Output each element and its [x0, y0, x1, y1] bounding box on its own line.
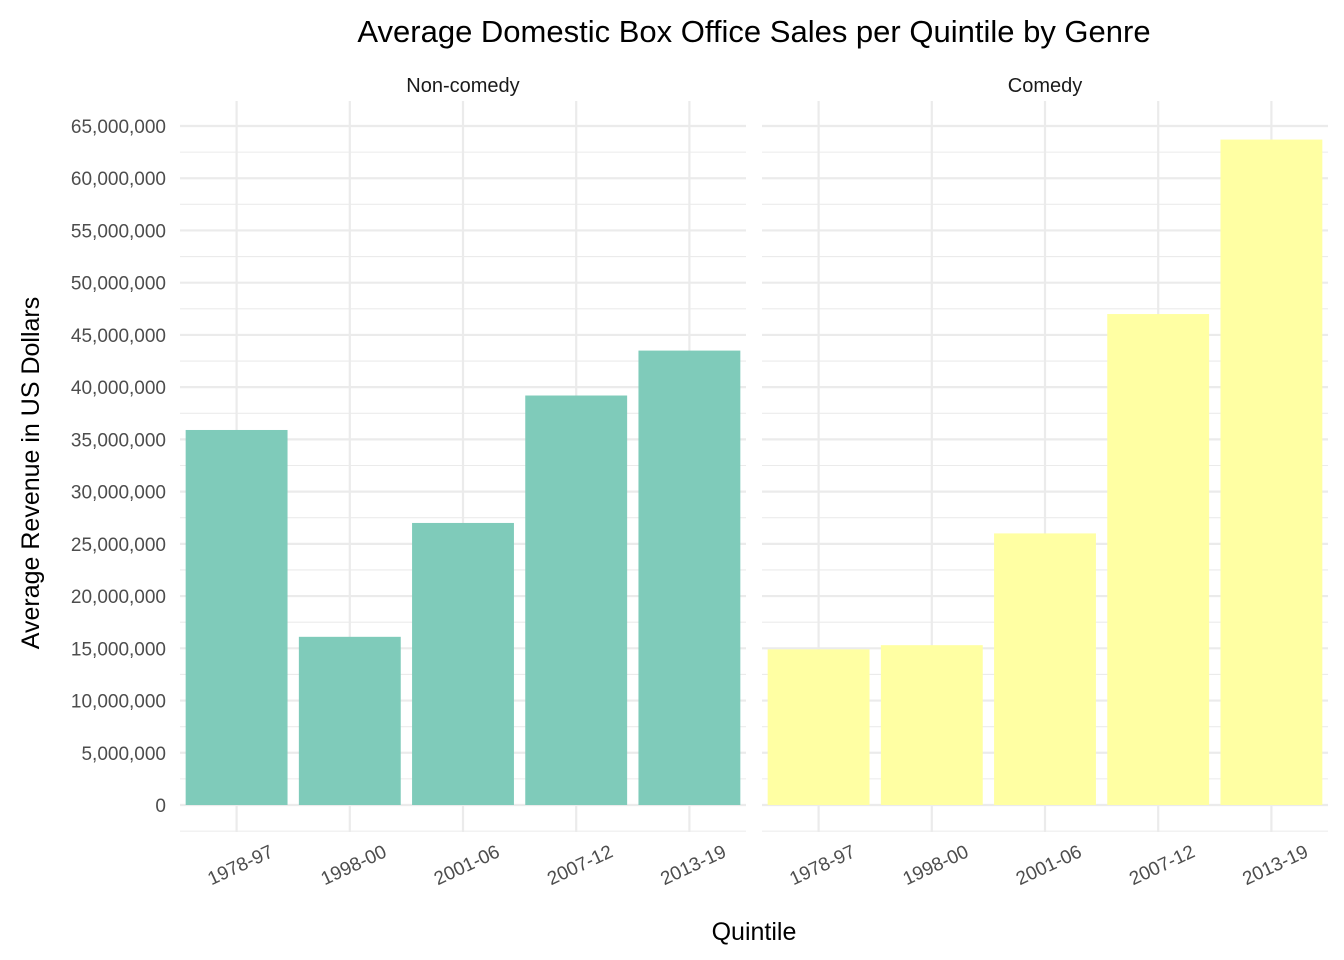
x-axis-title: Quintile [712, 918, 797, 946]
y-tick-label: 15,000,000 [71, 639, 166, 660]
x-tick-label: 2001-06 [1013, 841, 1085, 890]
bar-0-4 [638, 350, 741, 805]
y-tick-label: 0 [155, 796, 166, 817]
y-tick-label: 55,000,000 [71, 221, 166, 242]
y-tick-label: 45,000,000 [71, 326, 166, 347]
bar-1-1 [880, 645, 983, 805]
bar-0-3 [525, 395, 628, 805]
bar-0-1 [298, 636, 401, 805]
y-tick-label: 20,000,000 [71, 587, 166, 608]
x-tick-label: 2013-19 [657, 841, 729, 890]
y-tick-label: 50,000,000 [71, 274, 166, 295]
x-tick-label: 2007-12 [1126, 841, 1198, 890]
x-tick-label: 1978-97 [205, 841, 277, 890]
y-tick-label: 40,000,000 [71, 378, 166, 399]
y-axis-title: Average Revenue in US Dollars [17, 297, 45, 650]
y-tick-label: 35,000,000 [71, 430, 166, 451]
y-tick-label: 5,000,000 [81, 744, 166, 765]
facet-panel-0: Non-comedy 1978-97 1998-00 2001-06 2007-12 20… [180, 75, 746, 890]
y-tick-label: 30,000,000 [71, 483, 166, 504]
y-axis-ticks: 0 5,000,000 10,000,000 15,000,000 20,000,000… [71, 117, 166, 817]
chart-title: Average Domestic Box Office Sales per Qu… [357, 14, 1150, 49]
x-tick-label: 2001-06 [431, 841, 503, 890]
x-tick-label: 1998-00 [318, 841, 390, 890]
x-tick-label: 1978-97 [787, 841, 859, 890]
x-tick-label: 2007-12 [544, 841, 616, 890]
bar-1-3 [1107, 314, 1210, 805]
bar-0-0 [185, 429, 288, 805]
bar-1-0 [767, 649, 870, 805]
y-tick-label: 10,000,000 [71, 692, 166, 713]
facet-strip-label: Non-comedy [406, 75, 519, 97]
facet-strip-label: Comedy [1008, 75, 1082, 97]
facet-panels: Non-comedy 1978-97 1998-00 2001-06 2007-12 20… [180, 75, 1328, 890]
y-tick-label: 65,000,000 [71, 117, 166, 138]
x-tick-label: 2013-19 [1239, 841, 1311, 890]
bar-1-4 [1220, 139, 1323, 805]
y-tick-label: 25,000,000 [71, 535, 166, 556]
bar-0-2 [412, 522, 514, 805]
facet-panel-1: Comedy 1978-97 1998-00 2001-06 2007-12 2013-1… [762, 75, 1328, 890]
bar-1-2 [994, 533, 1096, 805]
y-tick-label: 60,000,000 [71, 169, 166, 190]
x-tick-label: 1998-00 [900, 841, 972, 890]
